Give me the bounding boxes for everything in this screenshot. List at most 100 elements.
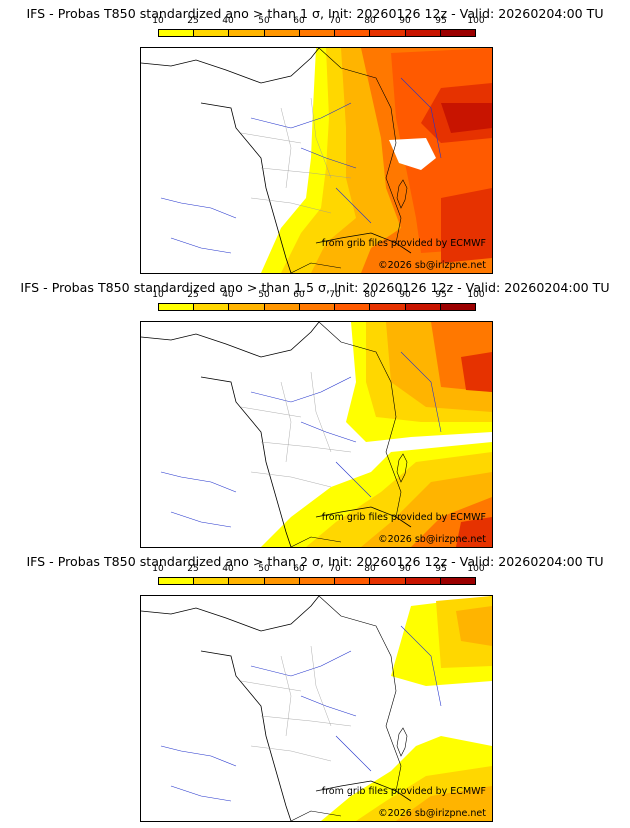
colorbar-swatch xyxy=(440,578,475,584)
prob-area-40 xyxy=(396,606,492,821)
tick-label: 10 xyxy=(152,16,164,26)
tick-label: 25 xyxy=(187,290,199,300)
colorbar-swatch xyxy=(229,30,265,36)
colorbar-swatch xyxy=(159,30,195,36)
tick-label: 50 xyxy=(258,290,270,300)
tick-label: 90 xyxy=(399,290,411,300)
map-graphic xyxy=(141,596,492,821)
colorbar-swatch xyxy=(299,30,336,36)
prob-area-90 xyxy=(441,103,492,133)
tick-label: 10 xyxy=(152,290,164,300)
tick-label: 80 xyxy=(364,16,376,26)
colorbar-swatch xyxy=(440,304,475,310)
rivers xyxy=(160,351,442,528)
map-graphic xyxy=(141,48,492,273)
colorbar-swatch xyxy=(335,578,371,584)
tick-label: 80 xyxy=(364,290,376,300)
colorbar-swatch xyxy=(229,304,265,310)
colorbar-swatch xyxy=(335,30,371,36)
corsica xyxy=(396,453,408,483)
panel-title: IFS - Probas T850 standardized ano > tha… xyxy=(20,280,610,295)
tick-label: 50 xyxy=(258,16,270,26)
tick-label: 60 xyxy=(293,564,305,574)
colorbar-swatch xyxy=(159,578,195,584)
colorbar-ticks: 10 25 40 50 60 70 80 90 95 100 xyxy=(152,564,484,576)
map-panel-3: IFS - Probas T850 standardized ano > tha… xyxy=(0,548,630,822)
tick-label: 90 xyxy=(399,16,411,26)
tick-label: 25 xyxy=(187,564,199,574)
colorbar-ticks: 10 25 40 50 60 70 80 90 95 100 xyxy=(152,290,484,302)
colorbar-swatch xyxy=(440,30,475,36)
colorbar-swatch xyxy=(370,304,406,310)
credit-source: from grib files provided by ECMWF xyxy=(321,238,486,249)
colorbar-swatch xyxy=(370,30,406,36)
tick-label: 10 xyxy=(152,564,164,574)
tick-label: 40 xyxy=(222,290,234,300)
prob-area-white xyxy=(389,138,436,170)
country-border xyxy=(290,596,402,821)
map-graphic xyxy=(141,322,492,547)
colorbar-swatch xyxy=(194,30,230,36)
tick-label: 95 xyxy=(435,290,447,300)
tick-label: 25 xyxy=(187,16,199,26)
country-border xyxy=(290,48,402,273)
admin-borders xyxy=(240,371,352,488)
admin-borders xyxy=(240,645,352,762)
credit-source: from grib files provided by ECMWF xyxy=(321,786,486,797)
coastline xyxy=(141,48,412,273)
colorbar xyxy=(158,577,476,585)
tick-label: 60 xyxy=(293,290,305,300)
prob-area-25 xyxy=(356,596,492,821)
admin-borders xyxy=(240,97,352,214)
colorbar-swatch xyxy=(299,304,336,310)
coastline xyxy=(141,596,412,821)
tick-label: 100 xyxy=(467,16,485,26)
colorbar-swatch xyxy=(264,578,300,584)
country-border xyxy=(290,322,402,547)
coastline xyxy=(141,322,412,547)
colorbar-swatch xyxy=(264,30,300,36)
colorbar-swatch xyxy=(405,30,441,36)
colorbar-swatch xyxy=(264,304,300,310)
tick-label: 60 xyxy=(293,16,305,26)
colorbar xyxy=(158,303,476,311)
tick-label: 95 xyxy=(435,564,447,574)
colorbar-swatch xyxy=(405,304,441,310)
credit-copyright: ©2026 sb@irizpne.net xyxy=(378,534,486,545)
map-panel-1: IFS - Probas T850 standardized ano > tha… xyxy=(0,0,630,274)
prob-area-80 xyxy=(456,352,492,547)
map-france-2: from grib files provided by ECMWF ©2026 … xyxy=(140,321,493,548)
tick-label: 70 xyxy=(329,290,341,300)
colorbar-swatch xyxy=(405,578,441,584)
tick-label: 90 xyxy=(399,564,411,574)
tick-label: 40 xyxy=(222,16,234,26)
rivers xyxy=(160,77,442,254)
credit-copyright: ©2026 sb@irizpne.net xyxy=(378,808,486,819)
colorbar-swatch xyxy=(335,304,371,310)
colorbar-ticks: 10 25 40 50 60 70 80 90 95 100 xyxy=(152,16,484,28)
tick-label: 100 xyxy=(467,564,485,574)
panel-title: IFS - Probas T850 standardized ano > tha… xyxy=(26,554,604,569)
tick-label: 40 xyxy=(222,564,234,574)
colorbar xyxy=(158,29,476,37)
tick-label: 70 xyxy=(329,16,341,26)
map-france-3: from grib files provided by ECMWF ©2026 … xyxy=(140,595,493,822)
tick-label: 70 xyxy=(329,564,341,574)
colorbar-swatch xyxy=(299,578,336,584)
tick-label: 100 xyxy=(467,290,485,300)
colorbar-swatch xyxy=(370,578,406,584)
colorbar-swatch xyxy=(159,304,195,310)
map-panel-2: IFS - Probas T850 standardized ano > tha… xyxy=(0,274,630,548)
tick-label: 50 xyxy=(258,564,270,574)
panel-title: IFS - Probas T850 standardized ano > tha… xyxy=(26,6,604,21)
corsica xyxy=(396,727,408,757)
credit-copyright: ©2026 sb@irizpne.net xyxy=(378,260,486,271)
map-france-1: from grib files provided by ECMWF ©2026 … xyxy=(140,47,493,274)
corsica xyxy=(396,179,408,209)
colorbar-swatch xyxy=(194,578,230,584)
tick-label: 80 xyxy=(364,564,376,574)
rivers xyxy=(160,625,442,802)
credit-source: from grib files provided by ECMWF xyxy=(321,512,486,523)
colorbar-swatch xyxy=(194,304,230,310)
tick-label: 95 xyxy=(435,16,447,26)
